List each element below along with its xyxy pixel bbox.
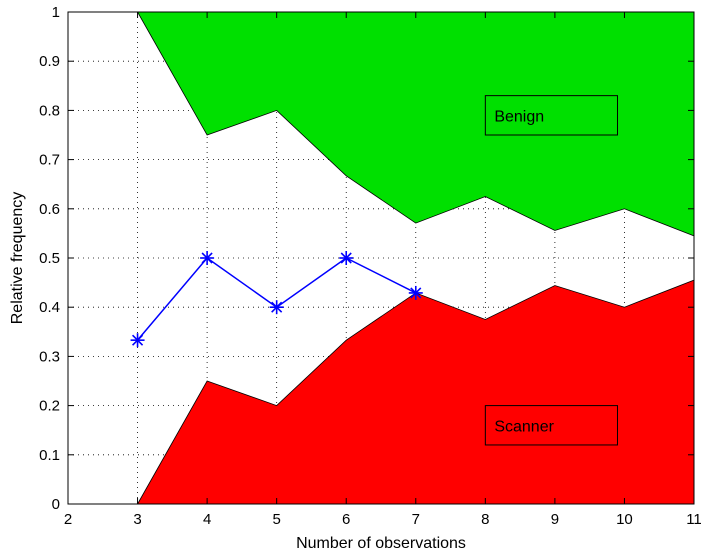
series-point [409,286,423,300]
y-tick-label: 0.5 [39,250,60,267]
y-tick-label: 0.2 [39,398,60,415]
x-tick-label: 11 [686,511,701,528]
y-tick-label: 0.9 [39,53,60,70]
y-tick-label: 0 [52,496,60,513]
series-point [200,251,214,265]
y-tick-label: 0.8 [39,102,60,119]
x-axis-label: Number of observations [296,535,466,552]
x-tick-label: 10 [616,511,633,528]
x-tick-label: 5 [272,511,280,528]
x-tick-label: 2 [64,511,72,528]
x-tick-label: 9 [551,511,559,528]
x-tick-label: 6 [342,511,350,528]
svg-text:Benign: Benign [494,108,544,125]
y-tick-label: 0.7 [39,152,60,169]
y-axis-label: Relative frequency [9,192,26,325]
x-tick-label: 4 [203,511,211,528]
y-tick-label: 1 [52,4,60,21]
x-tick-label: 7 [412,511,420,528]
series-point [339,251,353,265]
x-tick-label: 3 [133,511,141,528]
series-point [131,333,145,347]
y-tick-label: 0.4 [39,299,60,316]
svg-text:Scanner: Scanner [494,418,554,435]
y-tick-label: 0.6 [39,201,60,218]
y-tick-label: 0.1 [39,447,60,464]
y-tick-label: 0.3 [39,348,60,365]
series-point [270,300,284,314]
x-tick-label: 8 [481,511,489,528]
